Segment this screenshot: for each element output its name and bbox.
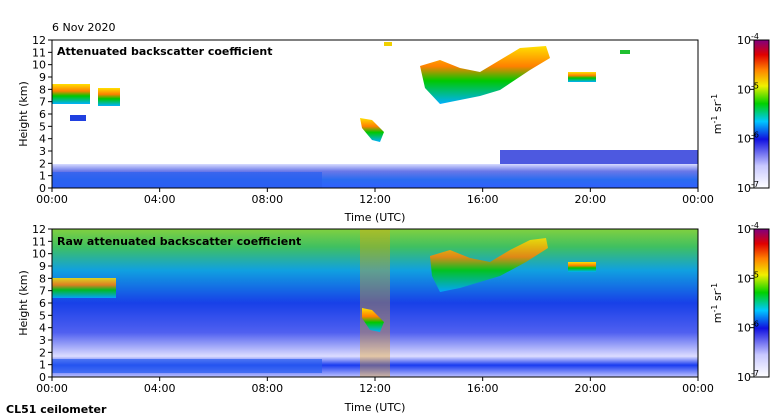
y-axis-label: Height (km) — [17, 270, 30, 336]
panel-title: Raw attenuated backscatter coefficient — [57, 235, 301, 248]
colorbar-label: m-1 sr-1 — [710, 283, 724, 323]
y-tick-label: 3 — [39, 145, 46, 158]
boundary-layer-core — [52, 172, 322, 188]
y-tick-label: 10 — [32, 248, 46, 261]
y-tick-label: 5 — [39, 309, 46, 322]
y-tick-label: 10 — [32, 59, 46, 72]
cloud-patch — [52, 278, 116, 298]
plot-area — [52, 229, 698, 377]
panel-raw: Raw attenuated backscatter coefficient 0… — [17, 221, 770, 414]
colorbar — [753, 39, 770, 189]
y-tick-label: 8 — [39, 272, 46, 285]
date-label: 6 Nov 2020 — [52, 21, 115, 34]
colorbar — [753, 228, 770, 378]
x-axis-label: Time (UTC) — [344, 401, 406, 414]
x-tick-label: 12:00 — [359, 382, 391, 395]
y-tick-label: 11 — [32, 46, 46, 59]
y-tick-label: 3 — [39, 334, 46, 347]
y-tick-label: 12 — [32, 34, 46, 47]
x-tick-label: 00:00 — [36, 193, 68, 206]
cloud-patch — [420, 46, 550, 104]
cloud-patch — [362, 308, 384, 332]
x-axis: 00:00 04:00 08:00 12:00 16:00 20:00 00:00 — [36, 188, 714, 206]
y-tick-label: 12 — [32, 223, 46, 236]
y-tick-label: 9 — [39, 260, 46, 273]
y-axis-label: Height (km) — [17, 81, 30, 147]
colorbar-label: m-1 sr-1 — [710, 94, 724, 134]
cloud-patch — [384, 42, 392, 46]
x-tick-label: 00:00 — [682, 193, 714, 206]
colorbar-tick-label: 10-7 — [737, 180, 759, 195]
panel-attenuated: Attenuated backscatter coefficient 01234… — [17, 32, 770, 224]
cloud-patch — [430, 238, 548, 292]
x-tick-label: 08:00 — [251, 193, 283, 206]
noise-column — [360, 229, 390, 377]
y-tick-label: 8 — [39, 83, 46, 96]
cloud-patch — [360, 118, 384, 142]
y-tick-label: 4 — [39, 322, 46, 335]
x-axis: 00:00 04:00 08:00 12:00 16:00 20:00 00:00 — [36, 377, 714, 395]
x-tick-label: 16:00 — [467, 193, 499, 206]
boundary-layer-core — [52, 359, 322, 373]
y-tick-label: 5 — [39, 120, 46, 133]
instrument-label: CL51 ceilometer — [6, 403, 107, 416]
cloud-patch — [568, 262, 596, 272]
x-tick-label: 04:00 — [144, 382, 176, 395]
y-tick-label: 6 — [39, 108, 46, 121]
x-tick-label: 04:00 — [144, 193, 176, 206]
x-tick-label: 12:00 — [359, 193, 391, 206]
y-tick-label: 11 — [32, 235, 46, 248]
x-tick-label: 00:00 — [682, 382, 714, 395]
y-tick-label: 9 — [39, 71, 46, 84]
x-axis-label: Time (UTC) — [344, 211, 406, 224]
y-tick-label: 1 — [39, 359, 46, 372]
y-tick-label: 2 — [39, 157, 46, 170]
x-tick-label: 20:00 — [574, 382, 606, 395]
colorbar-tick-label: 10-7 — [737, 369, 759, 384]
y-tick-label: 6 — [39, 297, 46, 310]
x-tick-label: 00:00 — [36, 382, 68, 395]
boundary-layer-top — [500, 150, 698, 164]
y-tick-label: 7 — [39, 96, 46, 109]
y-tick-label: 7 — [39, 285, 46, 298]
x-tick-label: 08:00 — [251, 382, 283, 395]
y-tick-label: 0 — [39, 182, 46, 195]
cloud-patch — [568, 72, 596, 82]
panel-title: Attenuated backscatter coefficient — [57, 45, 273, 58]
y-tick-label: 1 — [39, 170, 46, 183]
x-tick-label: 20:00 — [574, 193, 606, 206]
cloud-patch — [70, 115, 86, 121]
x-tick-label: 16:00 — [467, 382, 499, 395]
cloud-patch — [52, 84, 90, 104]
cloud-patch — [620, 50, 630, 54]
y-tick-label: 4 — [39, 133, 46, 146]
y-tick-label: 2 — [39, 346, 46, 359]
cloud-patch — [98, 88, 120, 106]
y-tick-label: 0 — [39, 371, 46, 384]
